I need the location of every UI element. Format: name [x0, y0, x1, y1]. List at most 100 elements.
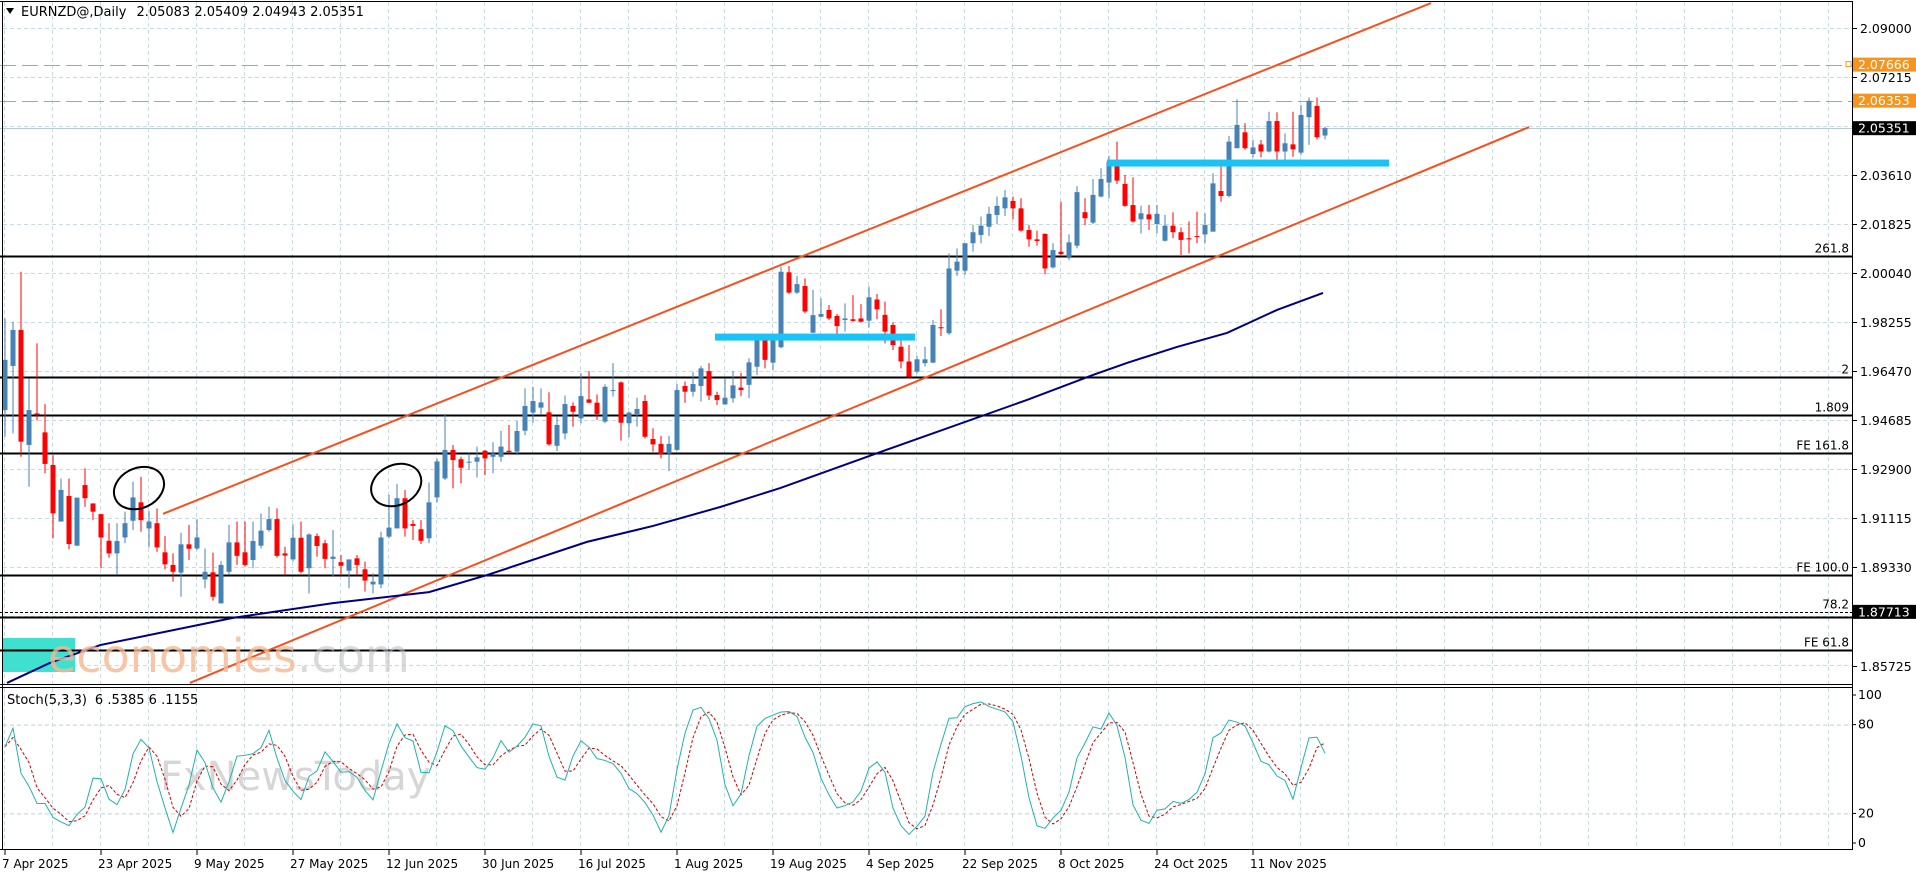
- watermark: economies.com FxNewsToday: [48, 629, 430, 800]
- candle-bearish: [618, 382, 624, 423]
- stoch-readout: 6 .5385 6 .1155: [95, 693, 198, 708]
- price-marker-box: [1853, 57, 1916, 72]
- candle-bearish: [138, 502, 144, 521]
- stoch-label: Stoch(5,3,3): [7, 693, 87, 708]
- stoch-header-line: Stoch(5,3,3) 6 .5385 6 .1155: [7, 693, 198, 708]
- date-axis-label: 8 Oct 2025: [1058, 857, 1125, 871]
- candle-bearish: [898, 346, 904, 362]
- watermark-brand: economies: [48, 629, 297, 683]
- candle-bullish: [1090, 194, 1096, 223]
- candle-bearish: [1146, 214, 1152, 220]
- date-axis-label: 23 Apr 2025: [98, 857, 172, 871]
- zone-rectangle: [3, 637, 75, 672]
- candle-bullish: [1138, 213, 1144, 220]
- stoch-main-line: [4, 701, 1326, 836]
- price-axis-label: 2.03610: [1860, 168, 1912, 183]
- symbol-timeframe: EURNZD@,Daily: [21, 5, 127, 20]
- ohlc-readout: 2.05083 2.05409 2.04943 2.05351: [136, 5, 363, 20]
- candle-bullish: [202, 571, 208, 580]
- fib-level-label: 261.8: [1815, 242, 1849, 256]
- candle-bearish: [850, 319, 856, 321]
- moving-average-line: [6, 291, 1324, 684]
- candle-bullish: [194, 537, 200, 549]
- candle-bullish: [1154, 213, 1160, 224]
- watermark-brand-line: economies.com: [48, 629, 410, 683]
- candle-bullish: [1298, 115, 1304, 153]
- candle-bullish: [330, 556, 336, 559]
- candle-bullish: [1074, 192, 1080, 246]
- zone-layer: [3, 637, 75, 672]
- price-axis-label: 2.09000: [1860, 21, 1912, 36]
- price-axis-label: 1.98255: [1860, 315, 1912, 330]
- candle-bullish: [10, 329, 16, 366]
- candle-bearish: [1242, 132, 1248, 149]
- candle-bullish: [250, 541, 256, 560]
- candle-bearish: [482, 450, 488, 459]
- candle-bullish: [962, 243, 968, 271]
- candle-bullish: [74, 497, 80, 546]
- candle-bearish: [762, 340, 768, 360]
- candle-bullish: [426, 502, 432, 539]
- candle-bearish: [858, 318, 864, 322]
- candle-bearish: [1290, 144, 1296, 150]
- candle-bullish: [794, 284, 800, 293]
- candle-bullish: [866, 297, 872, 321]
- candle-bullish: [290, 537, 296, 560]
- candle-bearish: [586, 399, 592, 403]
- candle-bearish: [1058, 251, 1064, 255]
- trend-objects: [6, 2, 1530, 684]
- candle-bullish: [490, 453, 496, 457]
- candle-bearish: [1274, 121, 1280, 152]
- candle-bullish: [146, 521, 152, 529]
- candle-bearish: [882, 314, 888, 332]
- fib-level-label: 78.2: [1822, 598, 1849, 612]
- candle-bearish: [658, 443, 664, 455]
- candle-bullish: [578, 396, 584, 419]
- candle-bullish: [602, 386, 608, 422]
- candle-bearish: [98, 514, 104, 538]
- triangle-down-icon[interactable]: [6, 8, 14, 14]
- candle-bearish: [1010, 200, 1016, 209]
- candle-bullish: [954, 261, 960, 271]
- price-axis[interactable]: 100 80 20 0 2.09000 2.07215 2.03610 2.01825 2.00…: [1852, 21, 1916, 850]
- date-axis-label: 16 Jul 2025: [578, 857, 646, 871]
- candle-bearish: [1034, 239, 1040, 242]
- candle-bearish: [450, 449, 456, 461]
- stoch-axis-label: 100: [1858, 687, 1882, 702]
- line-anchor-handle[interactable]: [1845, 61, 1852, 68]
- candle-bullish: [930, 325, 936, 363]
- candle-bullish: [946, 268, 952, 334]
- candle-bearish: [298, 537, 304, 572]
- candle-bearish: [282, 553, 288, 556]
- candle-bullish: [1066, 242, 1072, 257]
- highlight-ellipse: [370, 462, 423, 508]
- candle-bullish: [922, 359, 928, 364]
- candle-bullish: [370, 581, 376, 585]
- candle-bearish: [906, 361, 912, 377]
- candle-bearish: [1042, 233, 1048, 269]
- candle-bullish: [674, 390, 680, 450]
- candle-bullish: [978, 225, 984, 235]
- candle-bearish: [1194, 236, 1200, 238]
- candle-bullish: [914, 359, 920, 372]
- stoch-axis-label: 20: [1858, 805, 1874, 820]
- candle-bearish: [410, 524, 416, 526]
- candle-bearish: [506, 450, 512, 453]
- candle-bearish: [1026, 230, 1032, 240]
- candle-bullish: [1210, 183, 1216, 232]
- date-axis-label: 1 Aug 2025: [674, 857, 743, 871]
- candle-bullish: [698, 368, 704, 386]
- candle-bullish: [730, 385, 736, 399]
- candle-bullish: [466, 461, 472, 463]
- candle-bullish: [258, 530, 264, 546]
- date-axis[interactable]: 7 Apr 2025 23 Apr 2025 9 May 2025 27 May 20…: [2, 850, 1327, 871]
- stochastic-pane: [4, 701, 1326, 836]
- candle-bearish: [314, 536, 320, 546]
- level-lines: 261.8 2 1.809 FE 161.8 FE 100.0 78.2 FE 61.8: [0, 61, 1852, 652]
- candle-bullish: [554, 424, 560, 446]
- candle-bearish: [210, 572, 216, 597]
- candle-bearish: [706, 371, 712, 396]
- candle-bullish: [970, 232, 976, 244]
- candle-bullish: [666, 443, 672, 454]
